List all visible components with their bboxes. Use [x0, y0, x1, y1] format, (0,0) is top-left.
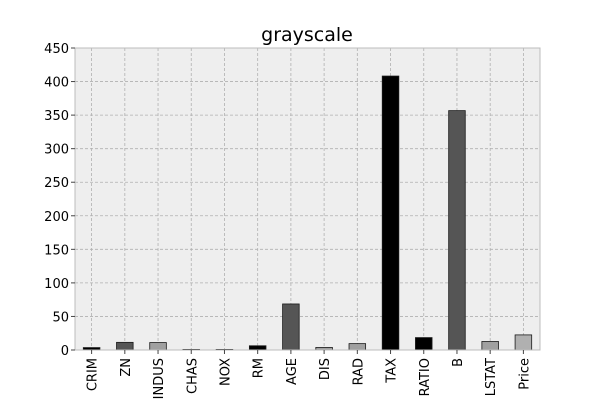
plot-area — [75, 48, 540, 350]
x-tick-label-age: AGE — [285, 358, 300, 385]
x-tick-label-rad: RAD — [351, 358, 366, 385]
bar-price — [514, 334, 533, 351]
chart-title: grayscale — [261, 24, 353, 46]
x-tick-label-ratio: RATIO — [418, 358, 433, 396]
y-tick-label: 350 — [44, 109, 69, 124]
bar-rm — [248, 345, 267, 351]
x-tick-label-crim: CRIM — [86, 358, 101, 391]
x-tick-label-rm: RM — [252, 358, 267, 378]
bar-lstat — [481, 341, 499, 351]
y-tick-label: 300 — [44, 143, 69, 158]
y-axis: 0 50 100 150 200 250 300 350 400 450 — [44, 42, 75, 359]
bar-tax — [381, 75, 400, 351]
x-tick-label-zn: ZN — [119, 358, 134, 377]
bar-b — [448, 110, 466, 351]
bar-age — [282, 303, 300, 351]
x-tick-label-chas: CHAS — [185, 358, 200, 394]
x-tick-label-price: Price — [517, 358, 532, 390]
y-tick-label: 400 — [44, 76, 69, 91]
y-tick-label: 150 — [44, 243, 69, 258]
y-tick-label: 250 — [44, 176, 69, 191]
y-tick-label: 200 — [44, 210, 69, 225]
y-tick-label: 100 — [44, 277, 69, 292]
bars — [82, 75, 533, 351]
y-tick-label: 450 — [44, 42, 69, 57]
y-tick-label: 50 — [52, 310, 69, 325]
x-tick-label-lstat: LSTAT — [484, 358, 499, 396]
y-tick-label: 0 — [61, 344, 69, 359]
x-tick-label-tax: TAX — [385, 358, 400, 384]
x-axis: CRIM ZN INDUS CHAS NOX RM AGE DIS RAD TAX RATIO B LS… — [86, 350, 532, 399]
x-tick-label-nox: NOX — [218, 358, 233, 386]
x-tick-label-b: B — [451, 358, 466, 367]
bar-zn — [116, 341, 134, 351]
axes-frame — [74, 47, 541, 351]
bar-ratio — [415, 337, 433, 351]
x-tick-label-indus: INDUS — [152, 358, 167, 399]
bar-indus — [149, 342, 167, 351]
bar-rad — [348, 343, 367, 351]
x-tick-label-dis: DIS — [318, 358, 333, 380]
